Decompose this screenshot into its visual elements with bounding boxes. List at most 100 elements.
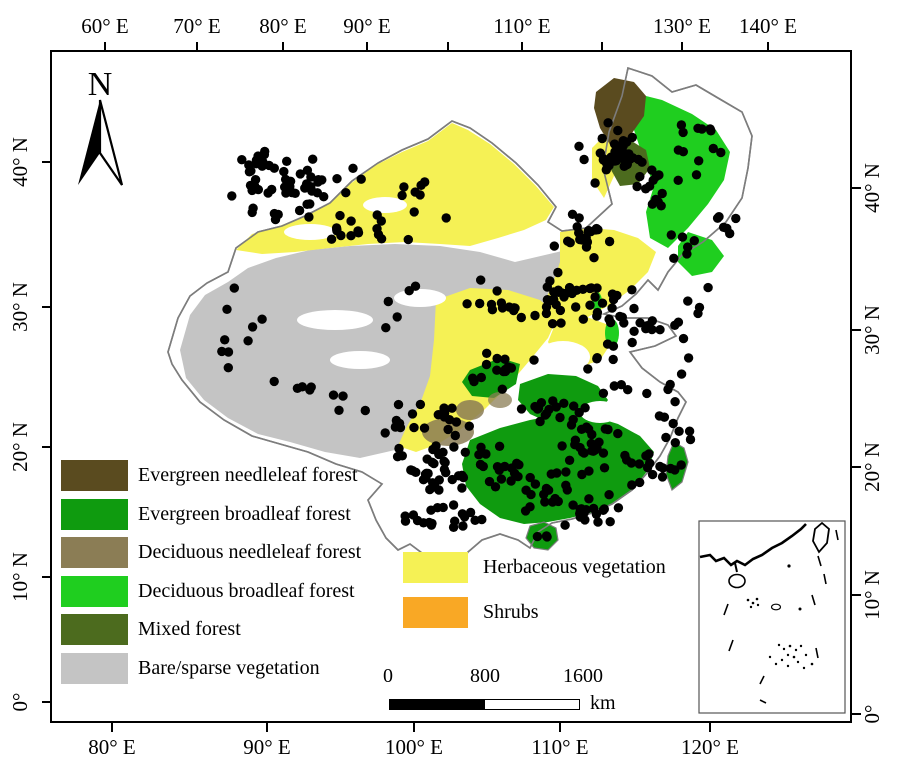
- sampling-site-dot: [635, 477, 645, 488]
- sampling-site-dot: [577, 447, 588, 457]
- legend-swatch-0: [61, 460, 128, 491]
- sampling-site-dot: [247, 322, 258, 332]
- sampling-site-dot: [609, 381, 619, 391]
- sampling-site-dot: [404, 286, 414, 296]
- sampling-site-dot: [269, 376, 279, 387]
- inset-island: [751, 601, 755, 605]
- sampling-site-dot: [514, 460, 524, 470]
- axis-label-left: 40° N: [8, 137, 32, 187]
- axis-label-right: 10° N: [860, 570, 884, 620]
- sampling-site-dot: [550, 493, 560, 504]
- sampling-site-dot: [530, 310, 540, 321]
- sampling-site-dot: [279, 166, 289, 177]
- scalebar-label-0: 0: [383, 665, 393, 687]
- sampling-site-dot: [381, 323, 391, 333]
- sampling-site-dot: [465, 507, 476, 518]
- sampling-site-dot: [541, 308, 552, 319]
- sampling-site-dot: [305, 385, 315, 395]
- sampling-site-dot: [420, 177, 430, 187]
- sampling-site-dot: [610, 147, 620, 157]
- axis-tick-top: [366, 42, 368, 50]
- sampling-site-dot: [492, 286, 502, 296]
- sampling-site-dot: [608, 354, 618, 365]
- inset-island: [759, 699, 767, 704]
- sampling-site-dot: [263, 188, 273, 198]
- region-herbaceous-inner-mongolia: [542, 228, 656, 328]
- sampling-site-dot: [482, 348, 492, 358]
- sampling-site-dot: [549, 241, 559, 251]
- axis-tick-right: [852, 713, 861, 715]
- sampling-site-dot: [683, 242, 693, 252]
- sampling-site-dot: [618, 154, 628, 164]
- north-arrow-left-half: [78, 100, 100, 185]
- sampling-site-dot: [561, 467, 571, 477]
- sampling-site-dot: [587, 429, 597, 440]
- sampling-site-dot: [474, 450, 484, 460]
- sampling-site-dot: [383, 296, 393, 307]
- sampling-site-dot: [605, 517, 615, 527]
- inset-island: [759, 675, 765, 685]
- sampling-site-dot: [559, 398, 569, 408]
- sampling-site-dot: [569, 401, 579, 411]
- sampling-site-dot: [280, 174, 291, 185]
- axis-tick-bottom: [266, 723, 268, 732]
- sampling-site-dot: [598, 448, 609, 458]
- sampling-site-dot: [380, 428, 390, 438]
- sampling-site-dot: [551, 402, 561, 412]
- sampling-site-dot: [403, 234, 413, 245]
- sampling-site-dot: [457, 509, 468, 519]
- sampling-site-dot: [676, 369, 687, 379]
- sampling-site-dot: [559, 292, 569, 302]
- axis-label-right: 30° N: [860, 305, 884, 355]
- sampling-site-dot: [476, 275, 486, 285]
- inset-island: [770, 603, 782, 611]
- sampling-site-dot: [577, 469, 587, 480]
- sampling-site-dot: [407, 409, 418, 419]
- axis-label-bottom: 120° E: [681, 735, 739, 759]
- sampling-site-dot: [462, 299, 472, 309]
- sampling-site-dot: [553, 285, 563, 295]
- sampling-site-dot: [603, 118, 613, 128]
- sampling-site-dot: [556, 318, 566, 328]
- sampling-site-dot: [599, 504, 609, 514]
- sampling-site-dot: [282, 185, 293, 195]
- axis-label-top: 110° E: [493, 14, 551, 38]
- sampling-site-dot: [592, 307, 603, 318]
- legend2-swatch-1: [403, 597, 468, 628]
- sampling-site-dot: [392, 312, 402, 322]
- inset-island: [756, 603, 760, 607]
- inset-island: [817, 555, 822, 567]
- sampling-site-dot: [449, 442, 459, 452]
- sampling-site-dot: [408, 510, 419, 520]
- sampling-site-dot: [591, 509, 602, 519]
- inset-island: [815, 647, 819, 659]
- axis-tick-top: [447, 42, 449, 50]
- inset-island: [777, 643, 781, 647]
- axis-tick-left: [42, 576, 50, 578]
- sampling-site-dot: [580, 403, 590, 413]
- sampling-site-dot: [666, 230, 676, 240]
- sampling-site-dot: [244, 160, 254, 170]
- region-herbaceous-north-xinjiang: [236, 123, 554, 254]
- axis-tick-left: [42, 306, 50, 308]
- sampling-site-dot: [476, 442, 486, 452]
- inset-island: [746, 598, 750, 602]
- legend-swatch-5: [61, 652, 128, 684]
- sampling-site-dot: [603, 424, 613, 435]
- scalebar-label-1600: 1600: [563, 665, 603, 687]
- axis-tick-right: [852, 187, 861, 189]
- sampling-site-dot: [307, 186, 317, 196]
- sampling-site-dot: [691, 170, 702, 180]
- sampling-site-dot: [587, 446, 597, 456]
- sampling-site-dot: [308, 154, 318, 164]
- sampling-site-dot: [222, 304, 232, 314]
- sampling-site-dot: [247, 207, 257, 218]
- sampling-site-dot: [540, 497, 550, 507]
- sampling-site-dot: [564, 455, 575, 465]
- sampling-site-dot: [585, 300, 595, 310]
- legend-label-5: Bare/sparse vegetation: [138, 656, 320, 679]
- region-white-patch: [297, 310, 373, 330]
- axis-label-top: 130° E: [653, 14, 711, 38]
- sampling-site-dot: [448, 522, 459, 532]
- sampling-site-dot: [541, 483, 552, 494]
